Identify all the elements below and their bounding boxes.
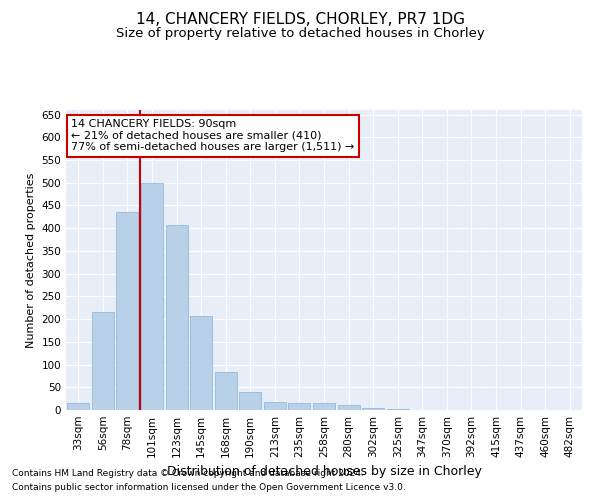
Bar [116,212,139,410]
Bar [92,312,114,410]
X-axis label: Distribution of detached houses by size in Chorley: Distribution of detached houses by size … [167,466,481,478]
Y-axis label: Number of detached properties: Number of detached properties [26,172,36,348]
Bar [289,403,310,410]
Text: Contains public sector information licensed under the Open Government Licence v3: Contains public sector information licen… [12,484,406,492]
Bar [166,224,188,410]
Bar [190,316,212,410]
Bar [67,403,89,410]
Text: 14, CHANCERY FIELDS, CHORLEY, PR7 1DG: 14, CHANCERY FIELDS, CHORLEY, PR7 1DG [136,12,464,28]
Bar [141,182,163,410]
Text: 14 CHANCERY FIELDS: 90sqm
← 21% of detached houses are smaller (410)
77% of semi: 14 CHANCERY FIELDS: 90sqm ← 21% of detac… [71,119,355,152]
Bar [313,403,335,410]
Bar [239,392,262,410]
Bar [264,402,286,410]
Bar [362,408,384,410]
Text: Size of property relative to detached houses in Chorley: Size of property relative to detached ho… [116,28,484,40]
Bar [215,372,237,410]
Bar [386,409,409,410]
Bar [338,406,359,410]
Text: Contains HM Land Registry data © Crown copyright and database right 2024.: Contains HM Land Registry data © Crown c… [12,468,364,477]
